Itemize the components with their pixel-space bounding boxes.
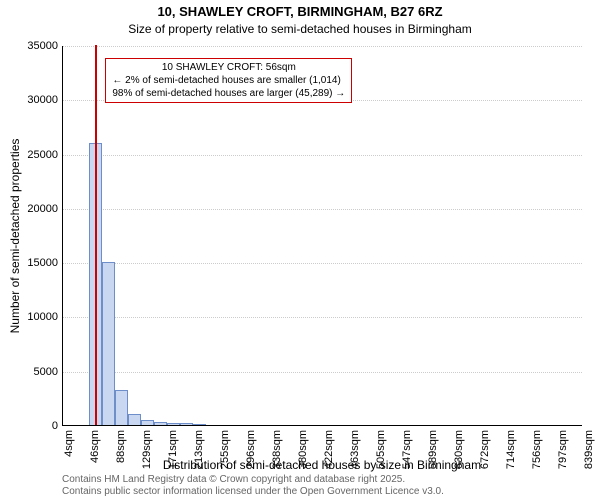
gridline — [63, 46, 582, 47]
histogram-bar — [141, 420, 154, 425]
marker-line — [95, 45, 97, 425]
y-tick-label: 25000 — [8, 149, 58, 161]
y-tick-label: 0 — [8, 420, 58, 432]
chart-title: 10, SHAWLEY CROFT, BIRMINGHAM, B27 6RZ — [0, 4, 600, 19]
x-axis-label: Distribution of semi-detached houses by … — [62, 458, 582, 472]
gridline — [63, 317, 582, 318]
footer-line-2: Contains public sector information licen… — [62, 486, 444, 498]
y-tick-label: 5000 — [8, 366, 58, 378]
y-tick-label: 35000 — [8, 40, 58, 52]
histogram-bar — [102, 262, 115, 425]
histogram-bar — [115, 390, 128, 425]
chart-container: 10, SHAWLEY CROFT, BIRMINGHAM, B27 6RZ S… — [0, 0, 600, 500]
y-tick-label: 20000 — [8, 203, 58, 215]
gridline — [63, 372, 582, 373]
histogram-bar — [128, 414, 140, 425]
histogram-bar — [154, 422, 167, 425]
chart-subtitle: Size of property relative to semi-detach… — [0, 22, 600, 36]
x-tick-label: 839sqm — [583, 430, 586, 469]
histogram-bar — [180, 423, 193, 425]
gridline — [63, 209, 582, 210]
histogram-bar — [167, 423, 180, 425]
annotation-box: 10 SHAWLEY CROFT: 56sqm← 2% of semi-deta… — [105, 58, 352, 103]
y-tick-label: 30000 — [8, 94, 58, 106]
annotation-line-2: ← 2% of semi-detached houses are smaller… — [112, 74, 345, 87]
histogram-bar — [193, 424, 206, 425]
x-tick-label: 4sqm — [63, 430, 66, 457]
annotation-line-1: 10 SHAWLEY CROFT: 56sqm — [112, 61, 345, 74]
plot-area: 050001000015000200002500030000350004sqm4… — [62, 46, 582, 426]
gridline — [63, 155, 582, 156]
annotation-line-3: 98% of semi-detached houses are larger (… — [112, 87, 345, 100]
footer-line-1: Contains HM Land Registry data © Crown c… — [62, 474, 444, 486]
y-tick-label: 10000 — [8, 311, 58, 323]
gridline — [63, 263, 582, 264]
y-tick-label: 15000 — [8, 257, 58, 269]
footer-attribution: Contains HM Land Registry data © Crown c… — [62, 474, 444, 498]
